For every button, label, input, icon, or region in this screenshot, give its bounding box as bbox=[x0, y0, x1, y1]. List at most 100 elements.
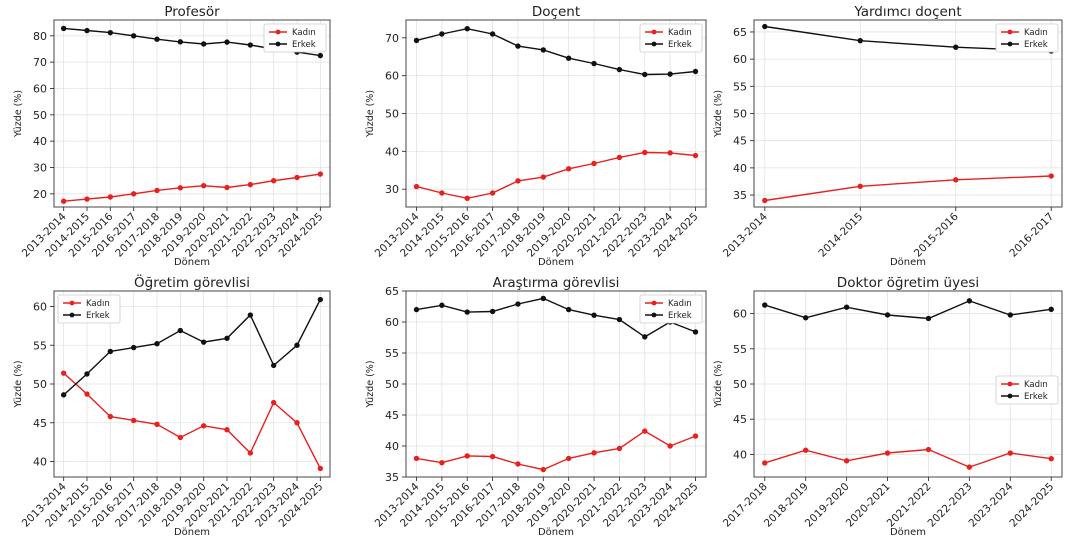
y-tick-label: 60 bbox=[385, 316, 399, 329]
legend: Kadın Erkek bbox=[57, 294, 121, 324]
data-point bbox=[489, 308, 496, 315]
data-point bbox=[270, 399, 277, 406]
data-point bbox=[107, 29, 114, 36]
data-point bbox=[200, 339, 207, 345]
chart-panel: 30405060702013-20142014-20152015-2016201… bbox=[365, 4, 707, 268]
legend-marker bbox=[1007, 29, 1013, 35]
y-tick-label: 60 bbox=[33, 82, 47, 95]
x-axis-label: Dönem bbox=[890, 257, 926, 268]
legend-marker bbox=[651, 41, 657, 47]
chart-title: Araştırma görevlisi bbox=[493, 275, 620, 291]
data-point bbox=[439, 302, 445, 308]
chart-panel: 203040506070802013-20142014-20152015-201… bbox=[13, 4, 331, 268]
series-line-kadın bbox=[63, 372, 321, 469]
y-tick-label: 40 bbox=[385, 145, 399, 158]
data-point bbox=[489, 190, 496, 196]
data-point bbox=[200, 182, 207, 189]
y-tick-label: 50 bbox=[33, 378, 47, 391]
data-point bbox=[247, 42, 254, 48]
data-point bbox=[464, 309, 470, 315]
legend: Kadın Erkek bbox=[995, 23, 1059, 53]
legend-label: Kadın bbox=[668, 299, 692, 309]
data-point bbox=[642, 149, 648, 156]
data-point bbox=[843, 304, 850, 310]
data-point bbox=[616, 154, 623, 161]
data-point bbox=[317, 171, 324, 177]
legend-label: Kadın bbox=[292, 28, 316, 38]
data-point bbox=[692, 433, 699, 439]
data-point bbox=[130, 344, 137, 351]
plot-frame bbox=[53, 19, 331, 208]
data-point bbox=[247, 312, 254, 318]
y-axis-label: Yüzde (%) bbox=[713, 90, 724, 138]
legend-label: Erkek bbox=[1024, 40, 1048, 50]
y-tick-label: 70 bbox=[385, 32, 399, 45]
data-point bbox=[591, 450, 597, 456]
chart-panel: 354045505560652013-20142014-20152015-201… bbox=[365, 275, 707, 538]
x-axis-label: Dönem bbox=[538, 527, 574, 538]
series-line-erkek bbox=[764, 300, 1052, 320]
data-point bbox=[1007, 450, 1013, 456]
y-tick-label: 40 bbox=[733, 448, 747, 461]
data-point bbox=[515, 178, 521, 184]
data-point bbox=[857, 183, 863, 190]
data-point bbox=[154, 341, 160, 347]
data-point bbox=[154, 421, 160, 427]
data-point bbox=[317, 465, 324, 472]
legend-marker bbox=[1007, 381, 1013, 387]
data-point bbox=[60, 392, 67, 398]
data-point bbox=[294, 174, 300, 181]
legend: Kadın Erkek bbox=[263, 23, 327, 53]
y-tick-label: 55 bbox=[33, 339, 47, 352]
y-tick-label: 50 bbox=[733, 378, 747, 391]
x-axis-label: Dönem bbox=[174, 257, 210, 268]
legend: Kadın Erkek bbox=[639, 23, 703, 53]
data-point bbox=[565, 455, 572, 462]
data-point bbox=[616, 445, 623, 452]
chart-title: Öğretim görevlisi bbox=[134, 273, 250, 291]
data-point bbox=[762, 302, 768, 308]
y-tick-label: 50 bbox=[385, 378, 399, 391]
data-point bbox=[966, 298, 973, 304]
data-point bbox=[60, 198, 67, 204]
data-point bbox=[591, 160, 597, 167]
data-point bbox=[667, 443, 673, 449]
data-point bbox=[1007, 312, 1013, 318]
data-point bbox=[692, 152, 699, 159]
x-tick-label: 2015-2016 bbox=[912, 210, 961, 259]
data-point bbox=[540, 174, 547, 180]
data-point bbox=[953, 177, 959, 183]
data-point bbox=[107, 348, 114, 355]
data-point bbox=[565, 166, 572, 172]
y-tick-label: 30 bbox=[33, 161, 47, 174]
y-tick-label: 45 bbox=[385, 409, 399, 422]
data-point bbox=[843, 458, 850, 464]
series-line-erkek bbox=[416, 297, 696, 338]
data-point bbox=[489, 31, 496, 37]
data-point bbox=[515, 301, 521, 307]
data-point bbox=[667, 150, 673, 156]
data-point bbox=[154, 36, 160, 42]
y-tick-label: 55 bbox=[733, 343, 747, 356]
data-point bbox=[762, 460, 768, 466]
data-point bbox=[1048, 306, 1054, 313]
series-line-kadın bbox=[416, 430, 696, 471]
data-point bbox=[177, 327, 184, 334]
data-point bbox=[200, 423, 207, 429]
data-point bbox=[1048, 173, 1054, 179]
y-tick-label: 40 bbox=[33, 456, 47, 469]
series-line-erkek bbox=[416, 27, 696, 76]
data-point bbox=[60, 370, 67, 376]
data-point bbox=[884, 450, 891, 456]
data-point bbox=[270, 177, 277, 184]
legend-marker bbox=[651, 29, 657, 35]
data-point bbox=[642, 428, 648, 434]
data-point bbox=[247, 450, 254, 456]
data-point bbox=[130, 33, 137, 39]
data-point bbox=[154, 187, 160, 194]
data-point bbox=[84, 391, 90, 397]
data-point bbox=[925, 446, 932, 453]
legend-label: Kadın bbox=[668, 28, 692, 38]
